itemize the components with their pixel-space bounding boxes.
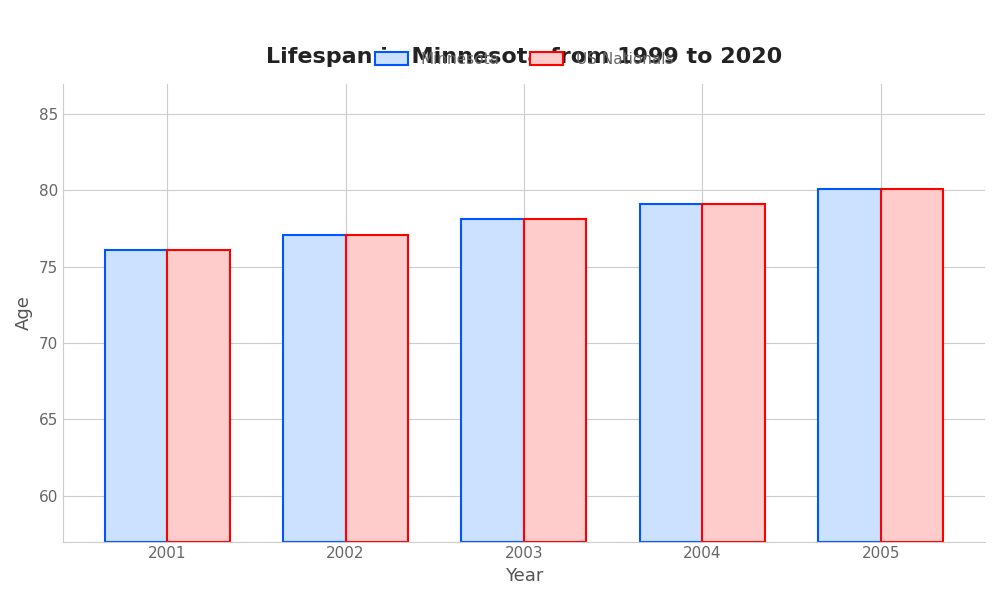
Bar [640,204,702,542]
Bar [105,250,167,542]
Bar [167,250,230,542]
X-axis label: Year: Year [505,567,543,585]
Bar [346,235,408,542]
Bar [702,204,765,542]
Bar [818,189,881,542]
Legend: Minnesota, US Nationals: Minnesota, US Nationals [368,46,679,73]
Y-axis label: Age: Age [15,295,33,330]
Bar [283,235,346,542]
Bar [461,220,524,542]
Bar [881,189,943,542]
Title: Lifespan in Minnesota from 1999 to 2020: Lifespan in Minnesota from 1999 to 2020 [266,47,782,67]
Bar [524,220,586,542]
